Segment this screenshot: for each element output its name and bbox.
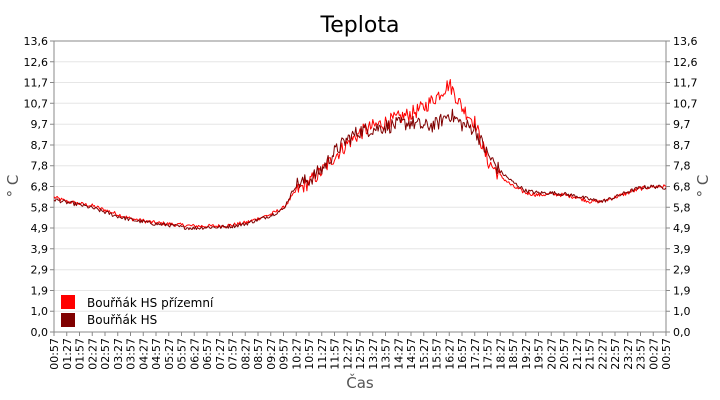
y-tick-label-right: 0,0	[673, 326, 691, 339]
series-line-hs	[53, 108, 667, 231]
y-tick-label-left: 9,7	[31, 118, 49, 131]
x-tick-label: 17:57	[482, 338, 495, 370]
x-tick-label: 21:57	[584, 338, 597, 370]
y-tick-label-left: 4,9	[31, 222, 49, 235]
x-tick-label: 19:57	[533, 338, 546, 370]
y-axis-left: 0,0 1,0 1,9 2,9 3,9 4,9 5,8 6,8 7,8 8,7 9,7 10,7 11,…	[24, 35, 54, 339]
x-tick-label: 03:57	[125, 338, 138, 370]
x-tick-label: 06:57	[201, 338, 214, 370]
x-tick-label: 21:27	[571, 338, 584, 370]
y-tick-label-right: 12,6	[673, 56, 698, 69]
x-tick-label: 14:57	[405, 338, 418, 370]
y-tick-label-left: 1,0	[31, 305, 49, 318]
x-tick-label: 11:57	[329, 338, 342, 370]
legend-label-hs: Bouřňák HS	[87, 313, 157, 327]
x-tick-label: 12:27	[341, 338, 354, 370]
x-tick-label: 00:57	[660, 338, 673, 370]
x-tick-label: 17:27	[469, 338, 482, 370]
y-tick-label-left: 2,9	[31, 264, 49, 277]
y-tick-label-right: 5,8	[673, 201, 691, 214]
y-tick-label-left: 7,8	[31, 160, 49, 173]
legend: Bouřňák HS přízemní Bouřňák HS	[61, 295, 214, 327]
y-tick-label-right: 1,9	[673, 284, 691, 297]
x-tick-label: 16:27	[443, 338, 456, 370]
x-tick-label: 18:57	[507, 338, 520, 370]
y-tick-label-left: 3,9	[31, 243, 49, 256]
x-tick-label: 13:27	[367, 338, 380, 370]
x-tick-label: 05:57	[176, 338, 189, 370]
x-tick-label: 09:57	[278, 338, 291, 370]
x-tick-label: 02:27	[86, 338, 99, 370]
y-tick-label-left: 8,7	[31, 139, 49, 152]
x-tick-label: 11:27	[316, 338, 329, 370]
x-tick-label: 13:57	[380, 338, 393, 370]
x-tick-label: 23:57	[635, 338, 648, 370]
x-tick-label: 00:57	[48, 338, 61, 370]
x-tick-label: 16:57	[456, 338, 469, 370]
series-layer	[53, 79, 667, 231]
y-axis-title-left: ° C	[4, 175, 22, 198]
x-tick-label: 08:57	[252, 338, 265, 370]
grid-lines	[54, 61, 666, 312]
y-tick-label-right: 9,7	[673, 118, 691, 131]
y-tick-label-right: 3,9	[673, 243, 691, 256]
chart-title: Teplota	[320, 13, 400, 38]
y-tick-label-right: 4,9	[673, 222, 691, 235]
x-tick-label: 20:57	[558, 338, 571, 370]
x-tick-label: 06:27	[188, 338, 201, 370]
y-tick-label-right: 1,0	[673, 305, 691, 318]
x-tick-label: 15:57	[431, 338, 444, 370]
y-tick-label-left: 12,6	[24, 56, 49, 69]
y-axis-title-right: ° C	[694, 175, 712, 198]
y-tick-label-right: 11,7	[673, 77, 698, 90]
x-tick-label: 07:27	[214, 338, 227, 370]
x-axis-title: Čas	[346, 373, 374, 392]
y-tick-label-right: 2,9	[673, 264, 691, 277]
x-tick-label: 08:27	[239, 338, 252, 370]
x-tick-label: 12:57	[354, 338, 367, 370]
x-tick-label: 03:27	[112, 338, 125, 370]
x-tick-label: 05:27	[163, 338, 176, 370]
y-tick-label-left: 10,7	[24, 97, 49, 110]
x-axis: 00:57 01:27 01:57 02:27 02:57 03:27 03:57 04:27…	[48, 332, 673, 370]
legend-swatch-hs	[61, 313, 75, 327]
y-tick-label-right: 7,8	[673, 160, 691, 173]
legend-label-prizemni: Bouřňák HS přízemní	[87, 296, 214, 310]
x-tick-label: 15:27	[418, 338, 431, 370]
x-tick-label: 07:57	[227, 338, 240, 370]
x-tick-label: 18:27	[494, 338, 507, 370]
legend-swatch-prizemni	[61, 295, 75, 309]
y-tick-label-left: 5,8	[31, 201, 49, 214]
x-tick-label: 19:27	[520, 338, 533, 370]
x-tick-label: 04:27	[137, 338, 150, 370]
x-tick-label: 02:57	[99, 338, 112, 370]
x-tick-label: 20:27	[545, 338, 558, 370]
y-tick-label-right: 10,7	[673, 97, 698, 110]
x-tick-label: 22:57	[609, 338, 622, 370]
x-tick-label: 10:27	[290, 338, 303, 370]
y-axis-right: 0,0 1,0 1,9 2,9 3,9 4,9 5,8 6,8 7,8 8,7 9,7 10,7 11,…	[666, 35, 698, 339]
y-tick-label-right: 8,7	[673, 139, 691, 152]
y-tick-label-left: 11,7	[24, 77, 49, 90]
y-tick-label-left: 6,8	[31, 181, 49, 194]
x-tick-label: 01:27	[61, 338, 74, 370]
y-tick-label-left: 1,9	[31, 284, 49, 297]
x-tick-label: 09:27	[265, 338, 278, 370]
y-tick-label-left: 0,0	[31, 326, 49, 339]
x-tick-label: 14:27	[392, 338, 405, 370]
x-tick-label: 04:57	[150, 338, 163, 370]
series-line-prizemni	[53, 79, 667, 229]
x-tick-label: 22:27	[596, 338, 609, 370]
y-tick-label-left: 13,6	[24, 35, 49, 48]
y-tick-label-right: 6,8	[673, 181, 691, 194]
x-tick-label: 00:27	[647, 338, 660, 370]
x-tick-label: 23:27	[622, 338, 635, 370]
x-tick-label: 10:57	[303, 338, 316, 370]
x-tick-label: 01:57	[74, 338, 87, 370]
y-tick-label-right: 13,6	[673, 35, 698, 48]
